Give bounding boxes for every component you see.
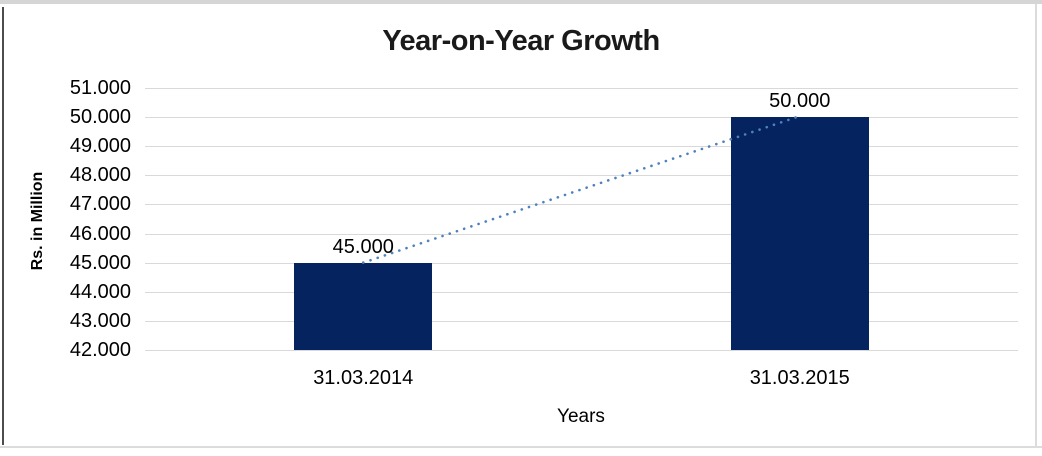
x-category-label: 31.03.2015 <box>749 367 850 389</box>
frame-top-border <box>0 0 1042 4</box>
gridline <box>145 88 1018 89</box>
gridline <box>145 291 1018 293</box>
y-tick-label: 50.000 <box>69 106 131 129</box>
gridline <box>145 350 1018 351</box>
bar-value-label: 45.000 <box>332 235 394 258</box>
gridline <box>145 204 1018 206</box>
chart-title: Year-on-Year Growth <box>382 25 660 57</box>
y-tick-label: 45.000 <box>69 251 131 274</box>
bar-31.03.2015 <box>730 117 869 350</box>
y-tick-label: 44.000 <box>69 280 131 303</box>
gridline <box>145 175 1018 177</box>
x-category-label: 31.03.2014 <box>313 367 414 389</box>
gridline <box>145 262 1018 264</box>
x-axis-title: Years <box>557 406 605 427</box>
gridline <box>145 117 1018 119</box>
y-tick-label: 46.000 <box>69 222 131 245</box>
gridline <box>145 233 1018 235</box>
frame-bottom-border <box>0 446 1042 448</box>
y-tick-label: 49.000 <box>69 135 131 158</box>
frame-right-border <box>1035 4 1037 448</box>
gridline <box>145 320 1018 322</box>
y-tick-label: 43.000 <box>69 309 131 332</box>
frame-left-border <box>2 7 4 445</box>
y-tick-label: 47.000 <box>69 193 131 216</box>
y-tick-label: 51.000 <box>69 77 131 99</box>
bar-value-label: 50.000 <box>769 90 831 113</box>
y-tick-label: 48.000 <box>69 164 131 187</box>
bar-31.03.2014 <box>294 262 433 350</box>
gridline <box>145 146 1018 148</box>
y-tick-label: 42.000 <box>69 339 131 361</box>
trendline <box>361 115 799 264</box>
